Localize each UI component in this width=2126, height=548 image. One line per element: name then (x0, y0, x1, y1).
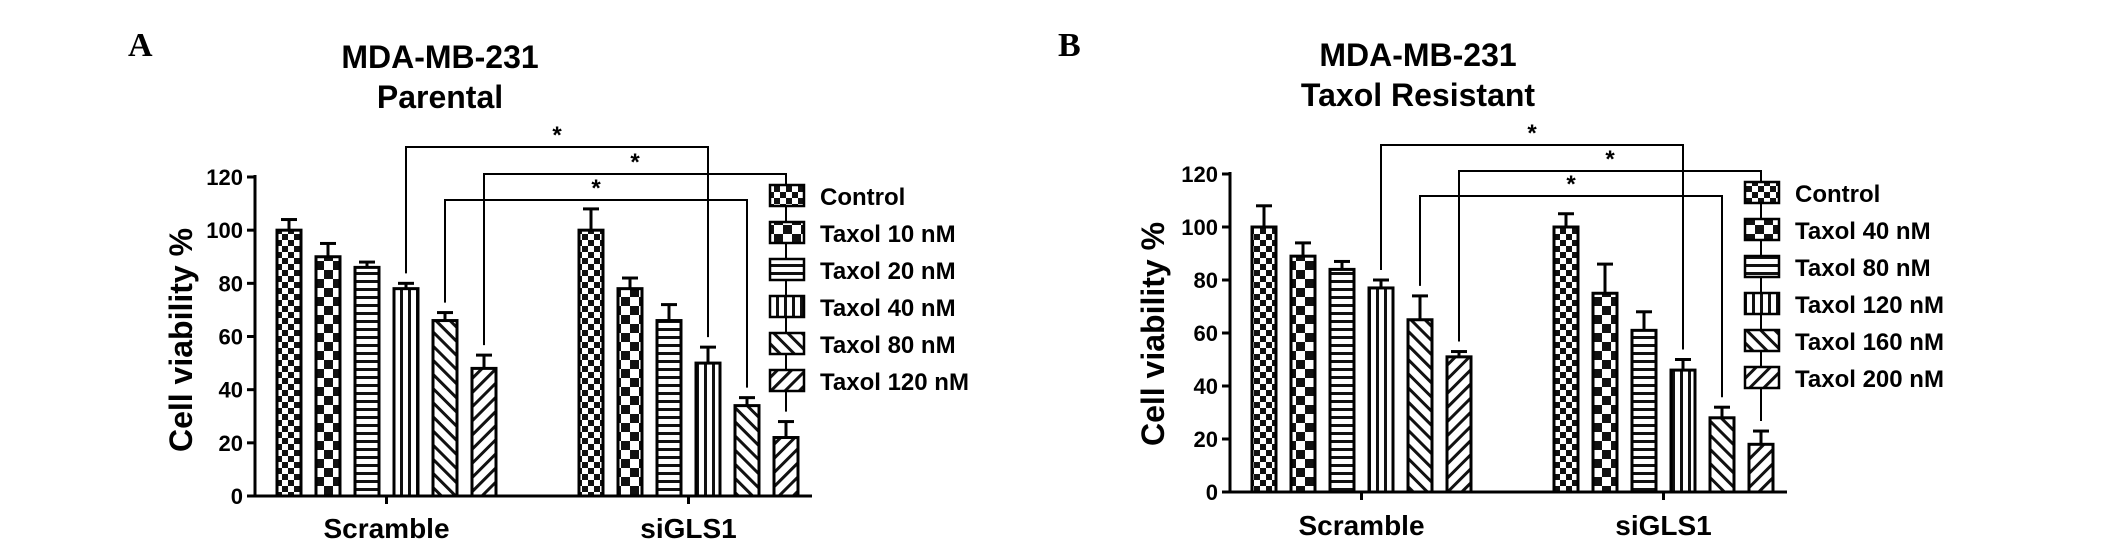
panel-a-bar-2-1 (655, 319, 683, 498)
panel-a-legend-label-5: Taxol 120 nM (820, 369, 969, 396)
panel-a-bar-2-0 (353, 265, 381, 498)
panel-a-significance-label-0: * (552, 122, 562, 149)
panel-a-legend-swatch-5 (768, 368, 806, 393)
panel-b: B MDA-MB-231 Taxol Resistant Cell viabil… (1058, 27, 1944, 541)
panel-a-legend-swatch-2 (768, 257, 806, 282)
panel-a-title-line-1: MDA-MB-231 (341, 39, 538, 75)
panel-b-y-tick-label-5: 100 (1181, 215, 1218, 240)
panel-b-legend-label-3: Taxol 120 nM (1795, 292, 1944, 319)
panel-b-bar-5-1 (1747, 442, 1775, 494)
panel-b-legend-swatch-5 (1743, 365, 1781, 390)
panel-a-legend-label-1: Taxol 10 nM (820, 221, 956, 248)
panel-b-significance-bracket-0 (1380, 144, 1684, 350)
panel-a-y-tick-label-4: 80 (219, 271, 243, 296)
panel-b-legend-swatch-2 (1743, 254, 1781, 279)
panel-a-significance-label-1: * (630, 149, 640, 176)
panel-b-legend-swatch-0 (1743, 180, 1781, 205)
panel-a-y-tick-label-1: 20 (219, 431, 243, 456)
panel-a-legend-label-0: Control (820, 184, 905, 211)
panel-a-legend: Control Taxol 10 nM Taxol 20 nM Taxol 40 nM… (768, 183, 969, 396)
panel-a-bar-4-0 (431, 319, 459, 498)
panel-b-y-tick-label-0: 0 (1206, 480, 1218, 505)
panel-a-y-tick-label-2: 40 (219, 378, 243, 403)
panel-b-bar-4-1 (1708, 416, 1736, 494)
panel-b-bar-2-0 (1328, 267, 1356, 494)
panel-b-category-label-0: Scramble (1298, 510, 1424, 541)
panel-a-significance-bracket-2 (444, 199, 748, 388)
panel-b-letter: B (1058, 27, 1081, 64)
panel-b-plot-area: 0 20 40 60 80 100 120 * * * (1181, 120, 1787, 505)
panel-b-category-label-1: siGLS1 (1615, 510, 1711, 541)
panel-b-significance-label-2: * (1566, 171, 1576, 198)
panel-b-legend: Control Taxol 40 nM Taxol 80 nM Taxol 120 n… (1743, 180, 1944, 393)
panel-a-legend-label-4: Taxol 80 nM (820, 332, 956, 359)
panel-a-bar-3-0 (392, 287, 420, 498)
panel-b-title-line-1: MDA-MB-231 (1319, 37, 1516, 73)
panel-b-bar-4-0 (1406, 318, 1434, 494)
panel-a-plot-area: 0 20 40 60 80 100 120 * * * (206, 122, 812, 509)
panel-a-legend-label-2: Taxol 20 nM (820, 258, 956, 285)
panel-a-bar-3-1 (694, 361, 722, 498)
panel-b-bar-0-0 (1250, 225, 1278, 494)
panel-a-y-tick-label-6: 120 (206, 165, 243, 190)
panel-b-bar-3-0 (1367, 286, 1395, 494)
panel-a-legend-swatch-4 (768, 331, 806, 356)
panel-a-y-tick-label-3: 60 (219, 325, 243, 350)
panel-b-bar-3-1 (1669, 368, 1697, 494)
panel-a-y-tick-label-5: 100 (206, 218, 243, 243)
panel-a-letter: A (128, 27, 153, 64)
panel-a-bar-4-1 (733, 404, 761, 498)
panel-a-legend-swatch-3 (768, 294, 806, 319)
panel-b-y-tick-label-2: 40 (1194, 374, 1218, 399)
panel-b-y-tick-label-4: 80 (1194, 268, 1218, 293)
panel-b-significance-bracket-2 (1419, 195, 1723, 398)
panel-a-category-label-1: siGLS1 (640, 513, 736, 544)
panel-b-bar-1-0 (1289, 254, 1317, 494)
panel-a-legend-swatch-1 (768, 220, 806, 245)
panel-b-legend-label-5: Taxol 200 nM (1795, 366, 1944, 393)
panel-b-bar-2-1 (1630, 328, 1658, 494)
panel-a: A MDA-MB-231 Parental Cell viability % S… (128, 27, 969, 544)
panel-a-bar-5-1 (772, 436, 800, 498)
panel-b-y-tick-label-6: 120 (1181, 162, 1218, 187)
panel-a-significance-bracket-1 (483, 173, 787, 412)
panel-a-significance-label-2: * (591, 175, 601, 202)
panel-a-y-tick-label-0: 0 (231, 484, 243, 509)
panel-b-bar-0-1 (1552, 225, 1580, 494)
panel-b-y-axis-title: Cell viability % (1135, 222, 1171, 446)
panel-a-bar-1-0 (314, 255, 342, 498)
panel-a-legend-label-3: Taxol 40 nM (820, 295, 956, 322)
panel-b-legend-label-4: Taxol 160 nM (1795, 329, 1944, 356)
panel-b-y-tick-label-1: 20 (1194, 427, 1218, 452)
panel-a-legend-swatch-0 (768, 183, 806, 208)
panel-b-legend-label-2: Taxol 80 nM (1795, 255, 1931, 282)
panel-b-title-line-2: Taxol Resistant (1301, 77, 1535, 113)
panel-b-significance-label-0: * (1527, 120, 1537, 147)
panel-b-legend-swatch-1 (1743, 217, 1781, 242)
panel-a-bar-0-1 (577, 228, 605, 498)
panel-a-significance-bracket-0 (405, 146, 709, 338)
panel-a-bar-0-0 (275, 228, 303, 498)
panel-b-legend-label-0: Control (1795, 181, 1880, 208)
panel-b-bar-1-1 (1591, 291, 1619, 494)
panel-b-y-tick-label-3: 60 (1194, 321, 1218, 346)
panel-b-significance-label-1: * (1605, 146, 1615, 173)
panel-a-bar-1-1 (616, 287, 644, 498)
panel-b-legend-label-1: Taxol 40 nM (1795, 218, 1931, 245)
panel-a-title-line-2: Parental (377, 79, 503, 115)
panel-a-bar-5-0 (470, 366, 498, 498)
panel-a-y-axis-title: Cell viability % (163, 228, 199, 452)
panel-b-bar-5-0 (1445, 355, 1473, 494)
panel-a-category-label-0: Scramble (323, 513, 449, 544)
panel-b-legend-swatch-4 (1743, 328, 1781, 353)
panel-b-legend-swatch-3 (1743, 291, 1781, 316)
